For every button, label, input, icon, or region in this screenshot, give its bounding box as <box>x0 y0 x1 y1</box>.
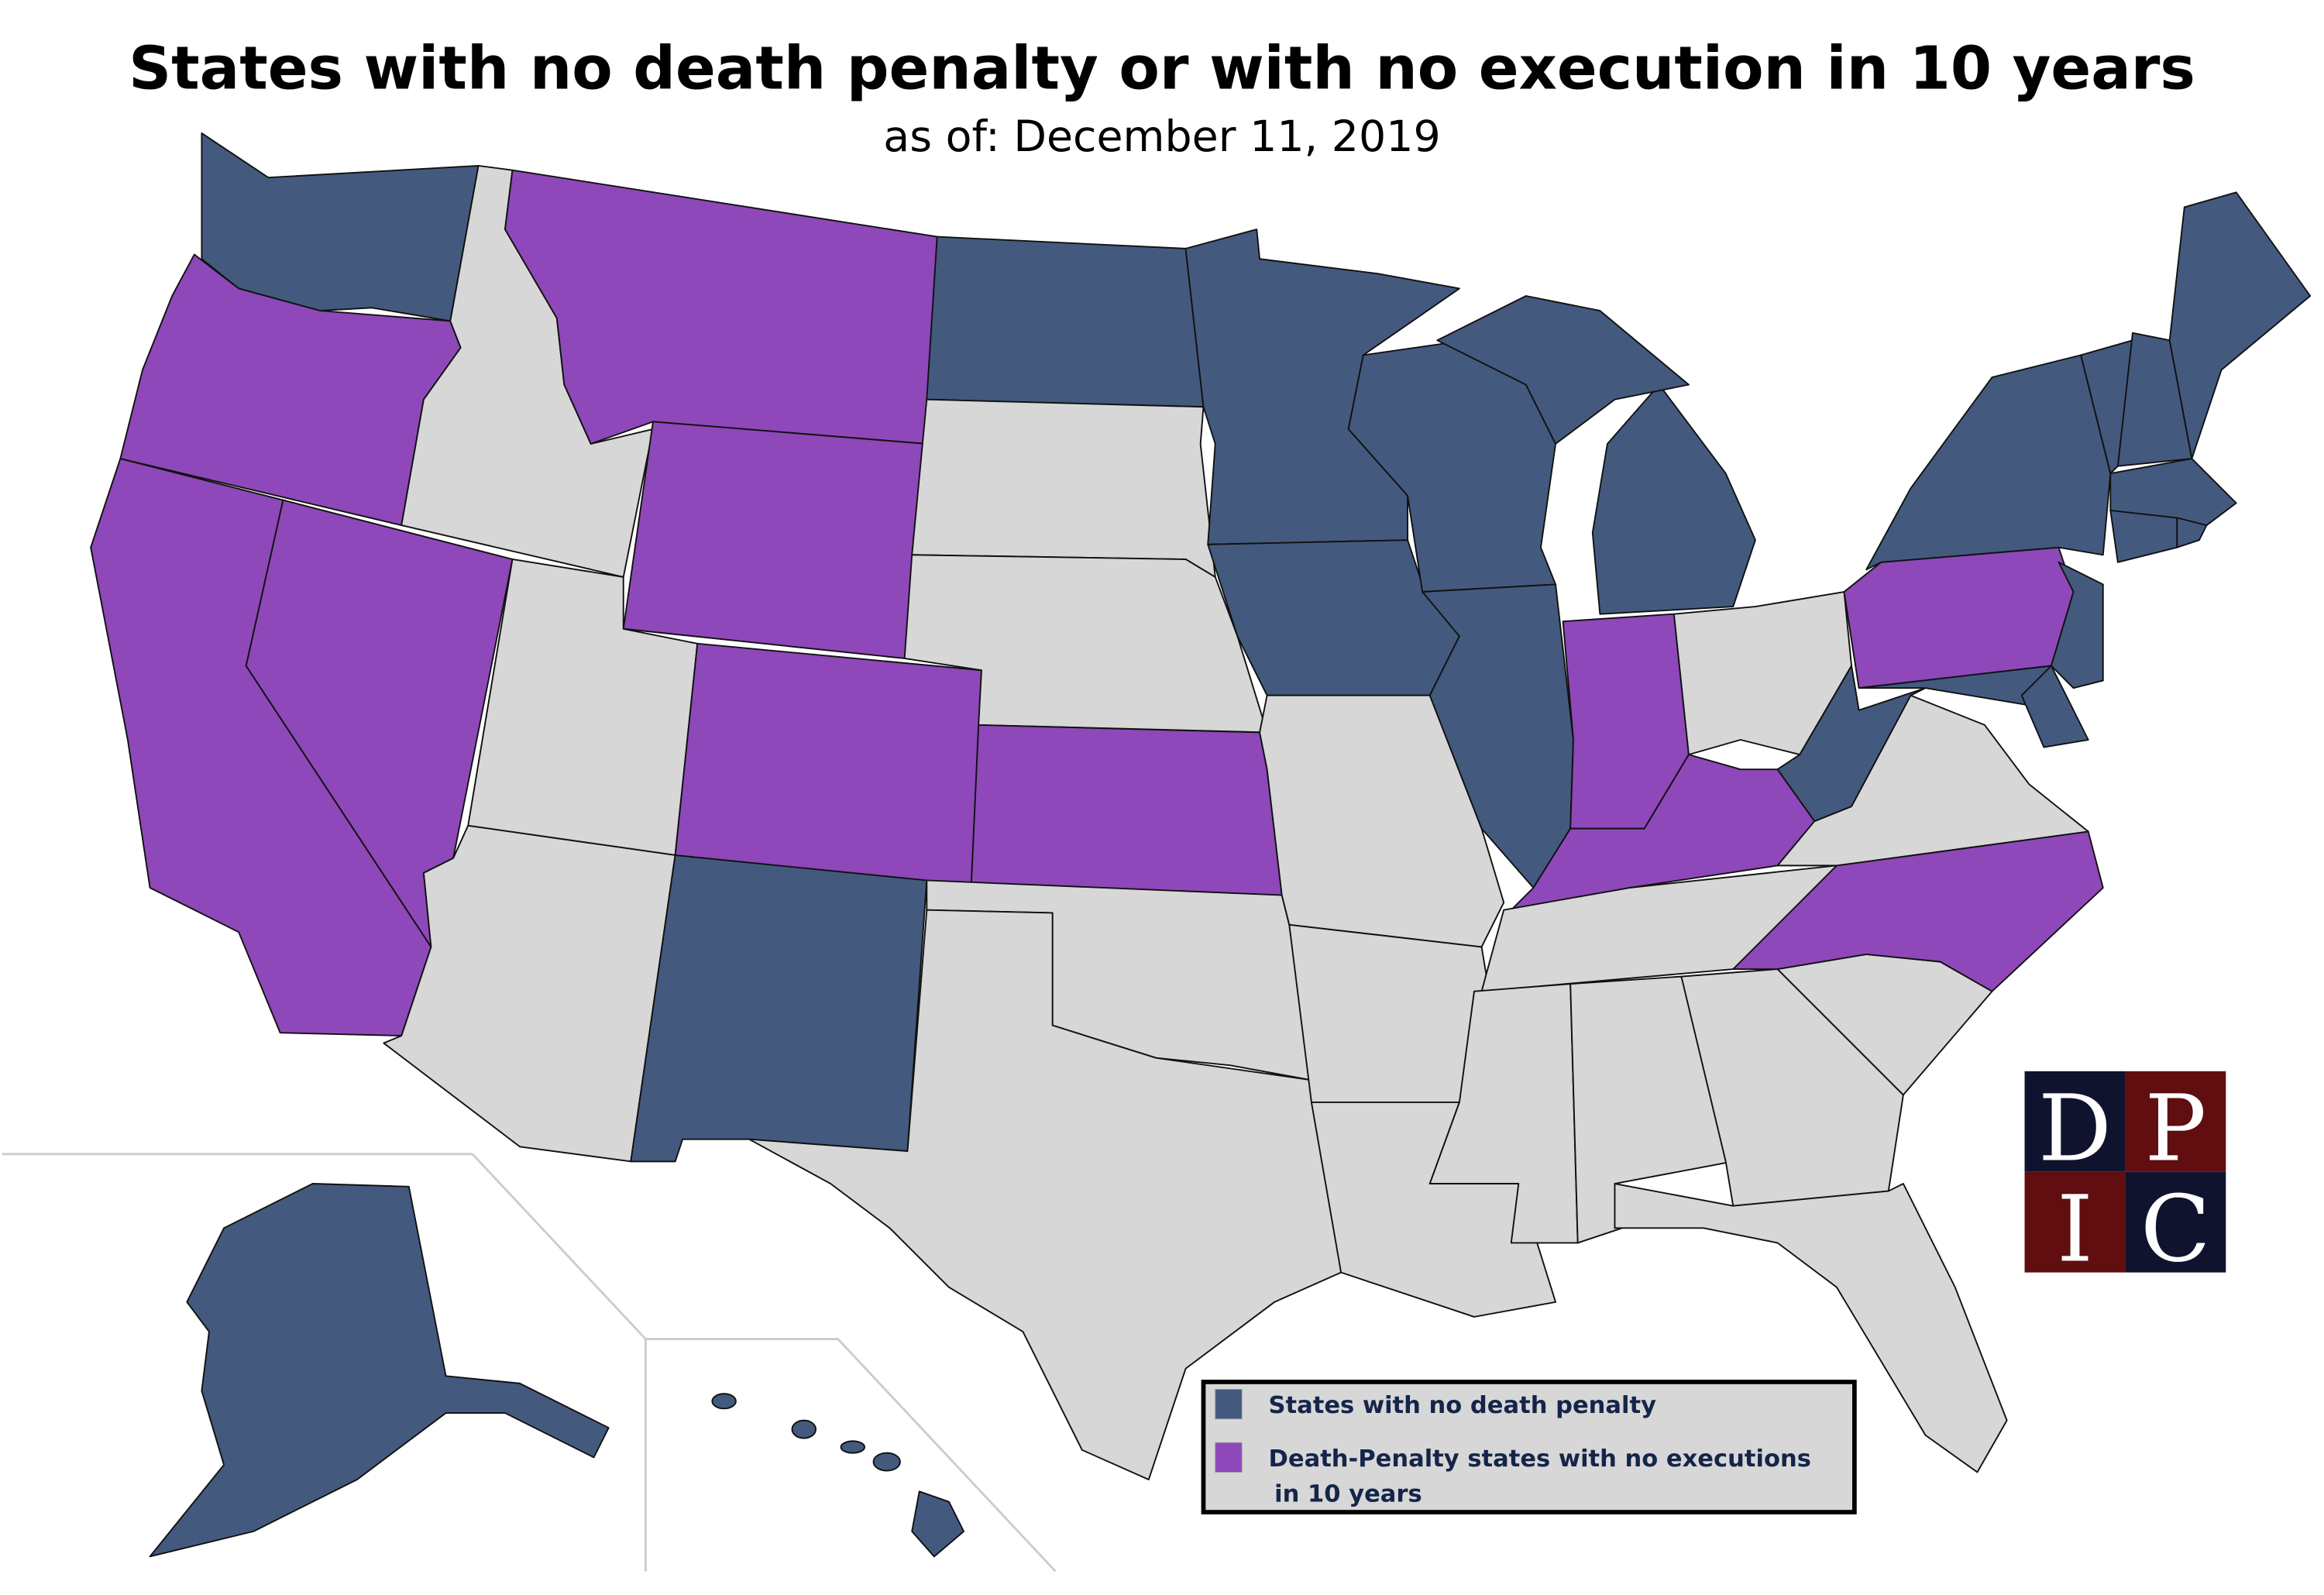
states <box>90 132 2312 1558</box>
state-rhode-island[interactable] <box>2176 517 2208 548</box>
logo-letter: P <box>2145 1074 2207 1181</box>
state-michigan-upper[interactable] <box>1436 295 1690 445</box>
state-michigan[interactable] <box>1591 383 1756 615</box>
state-alaska[interactable] <box>149 1183 610 1558</box>
state-delaware[interactable] <box>2020 665 2089 748</box>
legend-box <box>1201 1380 1857 1514</box>
dpic-logo: D P I C <box>2024 1071 2226 1282</box>
legend-swatch-no-executions <box>1215 1442 1243 1473</box>
legend-label-no-executions: Death-Penalty states with no executions <box>1269 1445 1811 1473</box>
legend-label-no-executions-line2: in 10 years <box>1274 1481 1422 1508</box>
state-west-virginia[interactable] <box>1776 665 1927 823</box>
state-new-york[interactable] <box>1865 354 2112 571</box>
logo-letter: C <box>2140 1175 2211 1282</box>
inset-divider <box>645 1338 1057 1573</box>
state-colorado[interactable] <box>674 642 982 889</box>
state-arkansas[interactable] <box>1288 923 1490 1103</box>
state-florida[interactable] <box>1614 1183 2008 1473</box>
map-title: States with no death penalty or with no … <box>129 35 2195 104</box>
legend-swatch-no-death-penalty <box>1215 1389 1243 1420</box>
logo-letter: D <box>2038 1074 2112 1181</box>
state-north-dakota[interactable] <box>926 235 1205 408</box>
state-new-jersey[interactable] <box>2050 561 2104 689</box>
state-maine[interactable] <box>2168 191 2312 460</box>
logo-letter: I <box>2057 1175 2093 1282</box>
state-maryland[interactable] <box>1858 665 2060 711</box>
state-wyoming[interactable] <box>622 421 928 659</box>
state-kansas[interactable] <box>970 724 1283 896</box>
legend-label-no-death-penalty: States with no death penalty <box>1269 1392 1657 1419</box>
state-massachusetts[interactable] <box>2109 458 2237 527</box>
state-hawaii[interactable] <box>711 1393 965 1558</box>
inset-divider <box>2 1153 647 1572</box>
state-washington[interactable] <box>201 132 480 322</box>
state-connecticut[interactable] <box>2109 510 2178 563</box>
legend: States with no death penalty Death-Penal… <box>1201 1380 1857 1514</box>
state-south-dakota[interactable] <box>911 398 1216 578</box>
map-subtitle: as of: December 11, 2019 <box>883 112 1440 162</box>
state-texas[interactable] <box>748 909 1342 1480</box>
state-new-mexico[interactable] <box>630 854 928 1163</box>
state-arizona[interactable] <box>383 824 676 1163</box>
